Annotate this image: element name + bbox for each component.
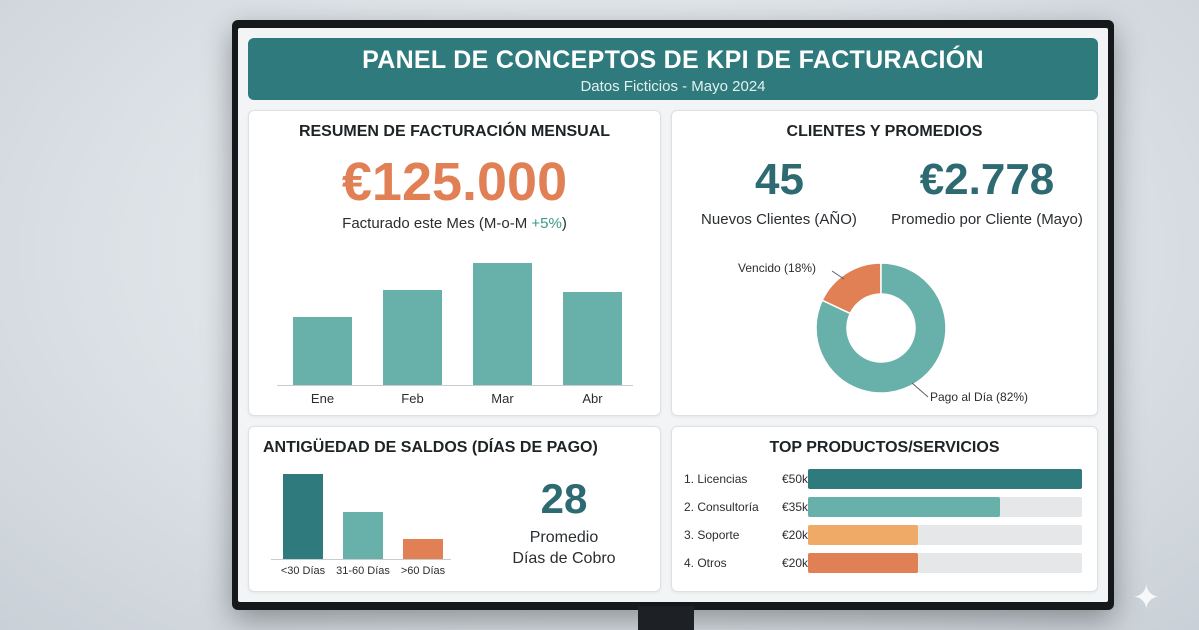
dashboard-title: PANEL DE CONCEPTOS DE KPI DE FACTURACIÓN	[362, 46, 984, 74]
clients-panel: CLIENTES Y PROMEDIOS 45 Nuevos Clientes …	[671, 110, 1098, 416]
payment-status-donut	[815, 262, 947, 398]
product-bar-track	[808, 469, 1082, 489]
avg-per-client-value: €2.778	[919, 155, 1055, 204]
new-clients-value: 45	[755, 155, 804, 204]
monthly-bar-label: Abr	[582, 391, 603, 406]
avg-days-label-line2: Días de Cobro	[512, 550, 616, 567]
aging-panel-title: ANTIGÜEDAD DE SALDOS (DÍAS DE PAGO)	[263, 439, 598, 456]
product-bar-fill	[808, 525, 918, 545]
dashboard-subtitle: Datos Ficticios - Mayo 2024	[580, 78, 766, 95]
product-name: 1. Licencias	[684, 472, 748, 486]
monthly-bar-label: Ene	[310, 391, 335, 406]
product-name: 2. Consultoría	[684, 500, 759, 514]
product-amount: €50k	[781, 472, 808, 486]
monthly-bar-feb	[383, 290, 442, 385]
product-row: 4. Otros €20k	[684, 553, 1089, 575]
monthly-bar-label: Mar	[491, 391, 514, 406]
avg-collection-days-label: Promedio Días de Cobro	[489, 527, 639, 569]
aging-panel: ANTIGÜEDAD DE SALDOS (DÍAS DE PAGO) <30 …	[248, 426, 661, 592]
product-bar-track	[808, 525, 1082, 545]
avg-collection-days-value: 28	[540, 475, 588, 522]
product-bar-fill	[808, 553, 918, 573]
monthly-bar-ene	[293, 317, 352, 385]
aging-bar-0	[283, 474, 323, 559]
avg-per-client-label: Promedio por Cliente (Mayo)	[891, 211, 1083, 228]
monthly-billed-value: €125.000	[341, 152, 568, 212]
aging-bar-label: 31-60 Días	[336, 565, 390, 577]
top-products-panel: TOP PRODUCTOS/SERVICIOS 1. Licencias €50k…	[671, 426, 1098, 592]
avg-days-label-line1: Promedio	[529, 529, 599, 546]
donut-leader-overdue	[831, 270, 845, 280]
aging-bar-2	[403, 539, 443, 559]
new-clients-label: Nuevos Clientes (AÑO)	[701, 211, 857, 228]
aging-bar-label: <30 Días	[280, 565, 326, 577]
dashboard-screen: PANEL DE CONCEPTOS DE KPI DE FACTURACIÓN…	[238, 28, 1108, 602]
monthly-chart-axis	[277, 385, 633, 386]
donut-label-overdue: Vencido (18%)	[738, 261, 817, 275]
aging-bar-1	[343, 512, 383, 559]
sparkle-icon: ✦	[1132, 579, 1161, 617]
monthly-caption-suffix: )	[561, 215, 567, 232]
dashboard-header: PANEL DE CONCEPTOS DE KPI DE FACTURACIÓN…	[248, 38, 1098, 100]
donut-leader-on-time	[911, 382, 929, 398]
product-bar-track	[808, 497, 1082, 517]
product-name: 4. Otros	[684, 556, 727, 570]
product-amount: €20k	[781, 528, 808, 542]
monthly-bar-abr	[563, 292, 622, 385]
products-panel-title: TOP PRODUCTOS/SERVICIOS	[769, 439, 1000, 456]
clients-panel-title: CLIENTES Y PROMEDIOS	[786, 123, 983, 140]
product-amount: €20k	[781, 556, 808, 570]
monthly-bar-label: Feb	[401, 391, 424, 406]
monthly-panel-title: RESUMEN DE FACTURACIÓN MENSUAL	[298, 123, 611, 140]
monthly-caption: Facturado este Mes (M-o-M +5%)	[249, 215, 660, 232]
aging-chart-axis	[271, 559, 451, 560]
monthly-bar-mar	[473, 263, 532, 385]
product-row: 3. Soporte €20k	[684, 525, 1089, 547]
mom-delta: +5%	[531, 215, 562, 232]
product-row: 2. Consultoría €35k	[684, 497, 1089, 519]
product-bar-fill	[808, 497, 1000, 517]
product-row: 1. Licencias €50k	[684, 469, 1089, 491]
product-bar-fill	[808, 469, 1082, 489]
product-bar-track	[808, 553, 1082, 573]
monitor-stand	[638, 606, 694, 630]
monthly-billing-panel: RESUMEN DE FACTURACIÓN MENSUAL €125.000 …	[248, 110, 661, 416]
donut-label-on-time: Pago al Día (82%)	[930, 390, 1029, 404]
donut-slice-on-time	[815, 262, 947, 394]
product-amount: €35k	[781, 500, 808, 514]
aging-bar-label: >60 Días	[400, 565, 446, 577]
product-name: 3. Soporte	[684, 528, 740, 542]
monthly-caption-prefix: Facturado este Mes (M-o-M	[342, 215, 532, 232]
